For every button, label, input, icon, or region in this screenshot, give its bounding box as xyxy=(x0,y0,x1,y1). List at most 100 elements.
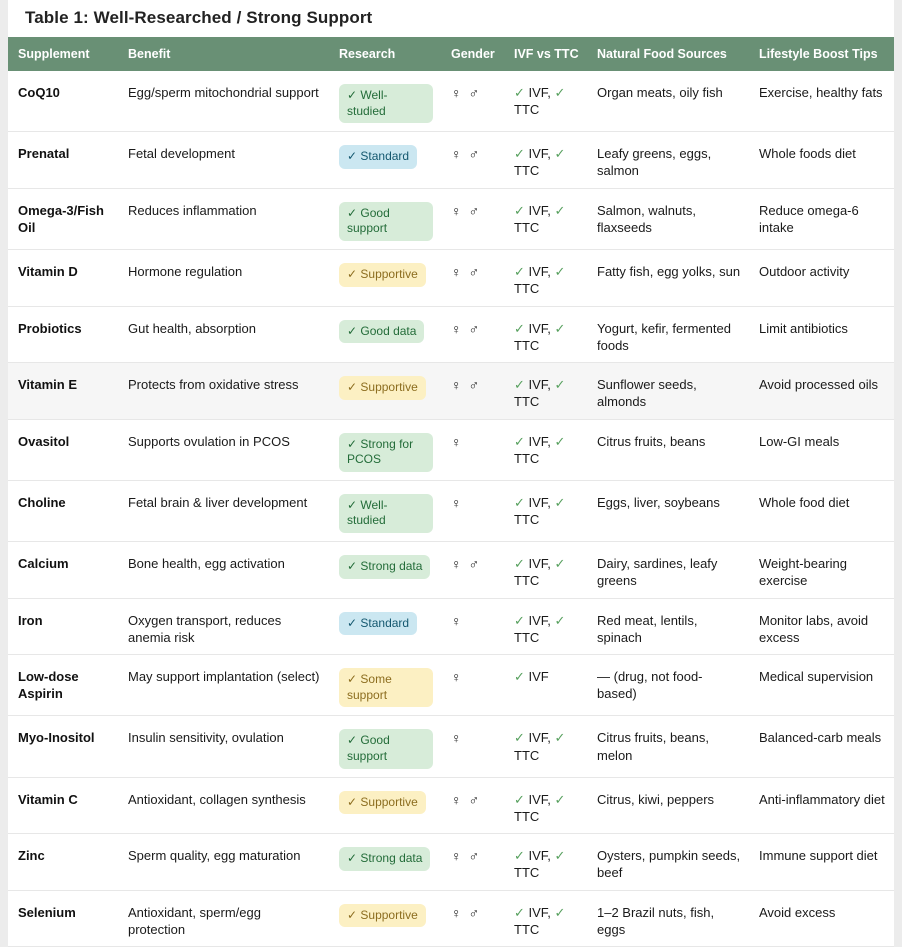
check-icon: ✓ xyxy=(514,791,525,807)
lifestyle-cell: Avoid processed oils xyxy=(759,377,878,393)
check-icon: ✓ xyxy=(347,266,358,281)
research-badge: ✓ Strong data xyxy=(339,555,431,579)
table-row: Vitamin D Hormone regulation ✓ Supportive ♀… xyxy=(8,249,894,306)
table-row: Selenium Antioxidant, sperm/egg protectio… xyxy=(8,890,894,947)
research-cell: ✓ Good data xyxy=(329,306,441,363)
research-badge: ✓ Good support xyxy=(339,201,433,241)
ivf-ttc-cell: ✓ IVF, ✓ TTC xyxy=(514,320,566,353)
check-icon: ✓ xyxy=(554,556,566,571)
check-icon: ✓ xyxy=(347,794,358,809)
male-icon: ♂ xyxy=(468,848,480,865)
check-icon: ✓ xyxy=(514,904,525,920)
table-row: CoQ10 Egg/sperm mitochondrial support ✓ We… xyxy=(8,71,894,132)
research-cell: ✓ Standard xyxy=(329,132,441,189)
column-header-benefit: Benefit xyxy=(118,37,329,71)
lifestyle-cell: Whole foods diet xyxy=(759,146,856,162)
check-icon: ✓ xyxy=(347,497,358,512)
research-badge: ✓ Supportive xyxy=(339,262,426,287)
research-cell: ✓ Good support xyxy=(329,188,441,249)
lifestyle-cell: Immune support diet xyxy=(759,848,878,864)
supplement-cell: Omega-3/Fish Oil xyxy=(18,202,104,236)
check-icon: ✓ xyxy=(554,848,566,864)
benefit-cell: Oxygen transport, reduces anemia risk xyxy=(128,612,282,645)
table-row: Prenatal Fetal development ✓ Standard ♀ ♂ ✓ I… xyxy=(8,131,894,189)
ivf-ttc-cell: ✓ IVF, ✓ TTC xyxy=(514,904,566,937)
column-header-ivf-vs-ttc: IVF vs TTC xyxy=(504,37,587,71)
ivf-ttc-cell: ✓ IVF, ✓ TTC xyxy=(514,556,566,589)
ivf-ttc-cell: ✓ IVF, ✓ TTC xyxy=(514,377,566,410)
food-sources-cell: Salmon, walnuts, flaxseeds xyxy=(597,202,696,236)
check-icon: ✓ xyxy=(514,320,525,336)
check-icon: ✓ xyxy=(347,672,358,687)
food-sources-cell: 1–2 Brazil nuts, fish, eggs xyxy=(597,904,715,937)
lifestyle-cell: Balanced-carb meals xyxy=(759,730,882,746)
check-icon: ✓ xyxy=(347,88,358,102)
column-header-lifestyle-boost-tips: Lifestyle Boost Tips xyxy=(749,37,894,71)
benefit-cell: Fetal brain & liver development xyxy=(128,494,308,510)
research-cell: ✓ Standard xyxy=(329,598,441,655)
check-icon: ✓ xyxy=(347,615,358,630)
ivf-ttc-cell: ✓ IVF, ✓ TTC xyxy=(514,202,566,236)
table-row: Iron Oxygen transport, reduces anemia ris… xyxy=(8,598,894,655)
food-sources-cell: — (drug, not food-based) xyxy=(597,669,703,702)
check-icon: ✓ xyxy=(554,612,566,628)
gender-cell: ♀ ♂ xyxy=(441,132,504,189)
female-icon: ♀ xyxy=(451,433,462,450)
female-icon: ♀ xyxy=(451,612,462,629)
research-badge: ✓ Strong for PCOS xyxy=(339,432,433,472)
food-sources-cell: Organ meats, oily fish xyxy=(597,85,723,100)
female-icon: ♀ xyxy=(451,320,462,337)
table-row: Myo-Inositol Insulin sensitivity, ovulati… xyxy=(8,715,894,777)
research-badge: ✓ Strong data xyxy=(339,847,431,871)
benefit-cell: Supports ovulation in PCOS xyxy=(128,433,290,449)
ivf-ttc-cell: ✓ IVF, ✓ TTC xyxy=(514,612,566,645)
table-row: Low-dose Aspirin May support implantation… xyxy=(8,654,894,716)
research-badge: ✓ Supportive xyxy=(339,790,426,815)
check-icon: ✓ xyxy=(347,907,358,922)
check-icon: ✓ xyxy=(347,149,358,164)
check-icon: ✓ xyxy=(554,263,566,279)
research-badge: ✓ Supportive xyxy=(339,376,426,400)
lifestyle-cell: Weight-bearing exercise xyxy=(759,556,847,589)
supplement-cell: Iron xyxy=(18,612,43,628)
research-cell: ✓ Strong data xyxy=(329,542,441,599)
lifestyle-cell: Whole food diet xyxy=(759,494,850,510)
male-icon: ♂ xyxy=(468,320,480,337)
gender-cell: ♀ ♂ xyxy=(441,777,504,834)
table-row: Vitamin C Antioxidant, collagen synthesis… xyxy=(8,777,894,834)
check-icon: ✓ xyxy=(554,377,566,393)
supplement-cell: Prenatal xyxy=(18,146,70,162)
gender-cell: ♀ xyxy=(441,598,504,655)
food-sources-cell: Citrus, kiwi, peppers xyxy=(597,791,715,807)
table-row: Omega-3/Fish Oil Reduces inflammation ✓ Go… xyxy=(8,188,894,250)
research-badge: ✓ Standard xyxy=(339,611,418,636)
lifestyle-cell: Exercise, healthy fats xyxy=(759,85,883,100)
supplement-cell: Vitamin E xyxy=(18,377,78,393)
gender-cell: ♀ ♂ xyxy=(441,306,504,363)
food-sources-cell: Oysters, pumpkin seeds, beef xyxy=(597,848,741,881)
supplement-cell: Choline xyxy=(18,494,66,510)
check-icon: ✓ xyxy=(347,323,358,338)
gender-cell: ♀ xyxy=(441,419,504,480)
research-cell: ✓ Supportive xyxy=(329,777,441,834)
research-badge: ✓ Well-studied xyxy=(339,84,433,124)
research-badge: ✓ Well-studied xyxy=(339,493,433,533)
ivf-ttc-cell: ✓ IVF, ✓ TTC xyxy=(514,791,566,824)
check-icon: ✓ xyxy=(514,433,525,449)
supplement-cell: Zinc xyxy=(18,848,45,864)
research-cell: ✓ Strong data xyxy=(329,834,441,891)
benefit-cell: Antioxidant, sperm/egg protection xyxy=(128,904,261,937)
check-icon: ✓ xyxy=(514,202,525,218)
lifestyle-cell: Limit antibiotics xyxy=(759,320,848,336)
table-card: Table 1: Well-Researched / Strong Suppor… xyxy=(8,0,894,947)
female-icon: ♀ xyxy=(451,669,462,686)
supplement-cell: Vitamin D xyxy=(18,263,78,279)
research-cell: ✓ Good support xyxy=(329,716,441,777)
ivf-ttc-cell: ✓ IVF, ✓ TTC xyxy=(514,263,566,297)
table-body: CoQ10 Egg/sperm mitochondrial support ✓ We… xyxy=(8,71,894,947)
research-cell: ✓ Supportive xyxy=(329,363,441,420)
food-sources-cell: Citrus fruits, beans, melon xyxy=(597,730,709,763)
gender-cell: ♀ ♂ xyxy=(441,363,504,420)
table-row: Probiotics Gut health, absorption ✓ Good d… xyxy=(8,306,894,363)
benefit-cell: Insulin sensitivity, ovulation xyxy=(128,730,284,746)
